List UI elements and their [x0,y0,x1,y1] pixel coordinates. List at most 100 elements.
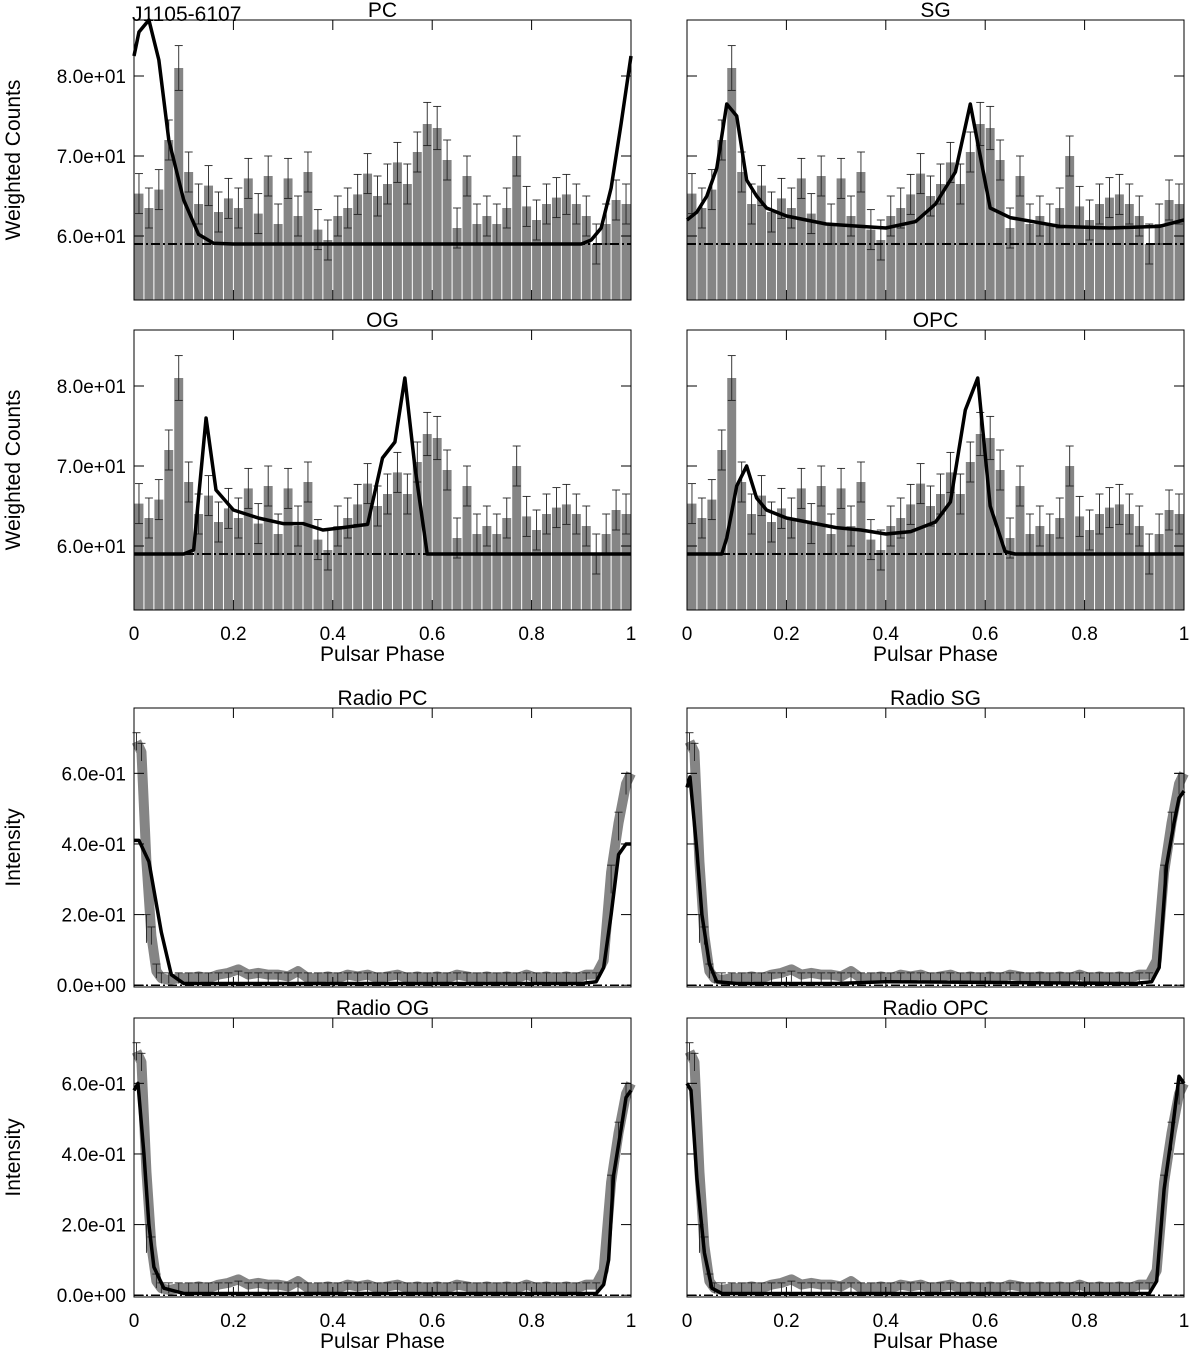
y-axis-label: Weighted Counts [2,390,25,551]
histogram-bar [482,216,492,300]
histogram-bar [144,518,154,610]
histogram-bar [1035,526,1045,610]
histogram-bar [313,229,323,300]
histogram-bar [621,514,631,610]
panel-title: PC [368,0,397,22]
histogram-bar [816,176,826,300]
histogram-bar [945,472,955,610]
histogram-bar [1104,197,1114,300]
histogram-bar [1095,514,1104,610]
model-curve [132,1081,633,1296]
axes-frame [686,707,1185,988]
y-axis-label: Intensity [2,808,25,887]
histogram-bar [1085,530,1095,610]
histogram-bar [945,162,955,300]
histogram-bar [896,208,906,300]
histogram-bar [1005,538,1015,610]
histogram-bar [253,213,263,300]
x-tick-label: 0.8 [518,624,544,645]
histogram-bar [512,466,522,610]
histogram-bar [786,518,796,610]
histogram-bar [571,514,581,610]
histogram-bar [482,526,492,610]
histogram-bar [333,526,343,610]
histogram-bar [611,200,621,300]
histogram-bar [836,178,846,300]
histogram-bar [727,378,737,610]
histogram-bar [432,438,442,610]
histogram-bar [1154,224,1164,300]
histogram-bar [737,172,747,300]
y-tick-label: 0.0e+00 [57,1286,126,1307]
x-axis-label: Pulsar Phase [873,1330,998,1353]
x-tick-label: 0.2 [220,624,246,645]
histogram-bar [532,220,542,300]
radio-panel-0: 0.0e+00 2.0e-01 4.0e-01 6.0e-01 Intensity Rad… [2,687,636,997]
axes-frame [133,329,632,611]
panel-title: Radio OG [336,997,429,1020]
histogram-bar [263,486,273,610]
histogram-bar [621,204,631,300]
x-tick-label: 1 [1179,1311,1190,1332]
histogram-bar [591,554,601,610]
histogram-bar [542,204,551,300]
histogram-bar [776,198,786,300]
histogram-bar [373,506,382,610]
histogram-bar [402,184,412,300]
histogram-bar [826,224,836,300]
histogram-bar [836,488,846,610]
histogram-bar [906,194,916,300]
histogram-bar [757,185,767,300]
panel-title: OPC [913,309,959,332]
histogram-bar [906,504,916,610]
model-curve [685,1074,1186,1296]
histogram-bar [452,538,462,610]
x-tick-label: 0 [129,1311,140,1332]
histogram-bar [402,494,412,610]
histogram-bar [303,482,313,610]
x-tick-label: 0 [682,624,693,645]
histogram-bar [1005,228,1015,300]
panel-title: Radio OPC [882,997,988,1020]
histogram-bar [1144,554,1154,610]
histogram-bar [747,514,757,610]
histogram-bar [955,494,965,610]
model-curve [132,18,633,246]
histogram-bar [243,488,253,610]
gamma-panel-1: SG [685,0,1185,301]
y-tick-label: 6.0e-01 [62,1074,126,1095]
histogram-bar [343,518,353,610]
histogram-bar [532,530,542,610]
panel-title: OG [366,309,399,332]
histogram-bar [462,486,472,610]
histogram-bar [392,472,402,610]
y-axis-label: Intensity [2,1118,25,1197]
histogram-bar [522,516,532,610]
radio-panel-3: 0 0.2 0.4 0.6 0.8 1 Pulsar Phase Radio OPC [682,997,1190,1353]
histogram-bar [1164,200,1174,300]
histogram-bar [144,208,154,300]
model-curve [134,838,631,986]
radio-profile-line [131,1049,636,1295]
histogram-bar [1124,514,1134,610]
histogram-bar [747,204,757,300]
histogram-bar [422,124,432,300]
histogram-bar [1174,204,1184,300]
histogram-bar [412,462,422,610]
histogram-bar [134,503,144,610]
histogram-bar [442,160,452,300]
histogram-bar [492,224,502,300]
histogram-bar [204,495,214,610]
histogram-bar [846,216,856,300]
histogram-bar [727,68,737,300]
histogram-bar [601,534,611,610]
histogram-bar [432,128,442,300]
histogram-bar [826,534,836,610]
histogram-bar [502,208,512,300]
histogram-bar [916,483,926,610]
histogram-bar [561,504,571,610]
model-curve [134,376,631,556]
histogram-bar [472,534,482,610]
y-axis-label: Weighted Counts [2,80,25,241]
x-tick-label: 0.2 [773,1311,799,1332]
